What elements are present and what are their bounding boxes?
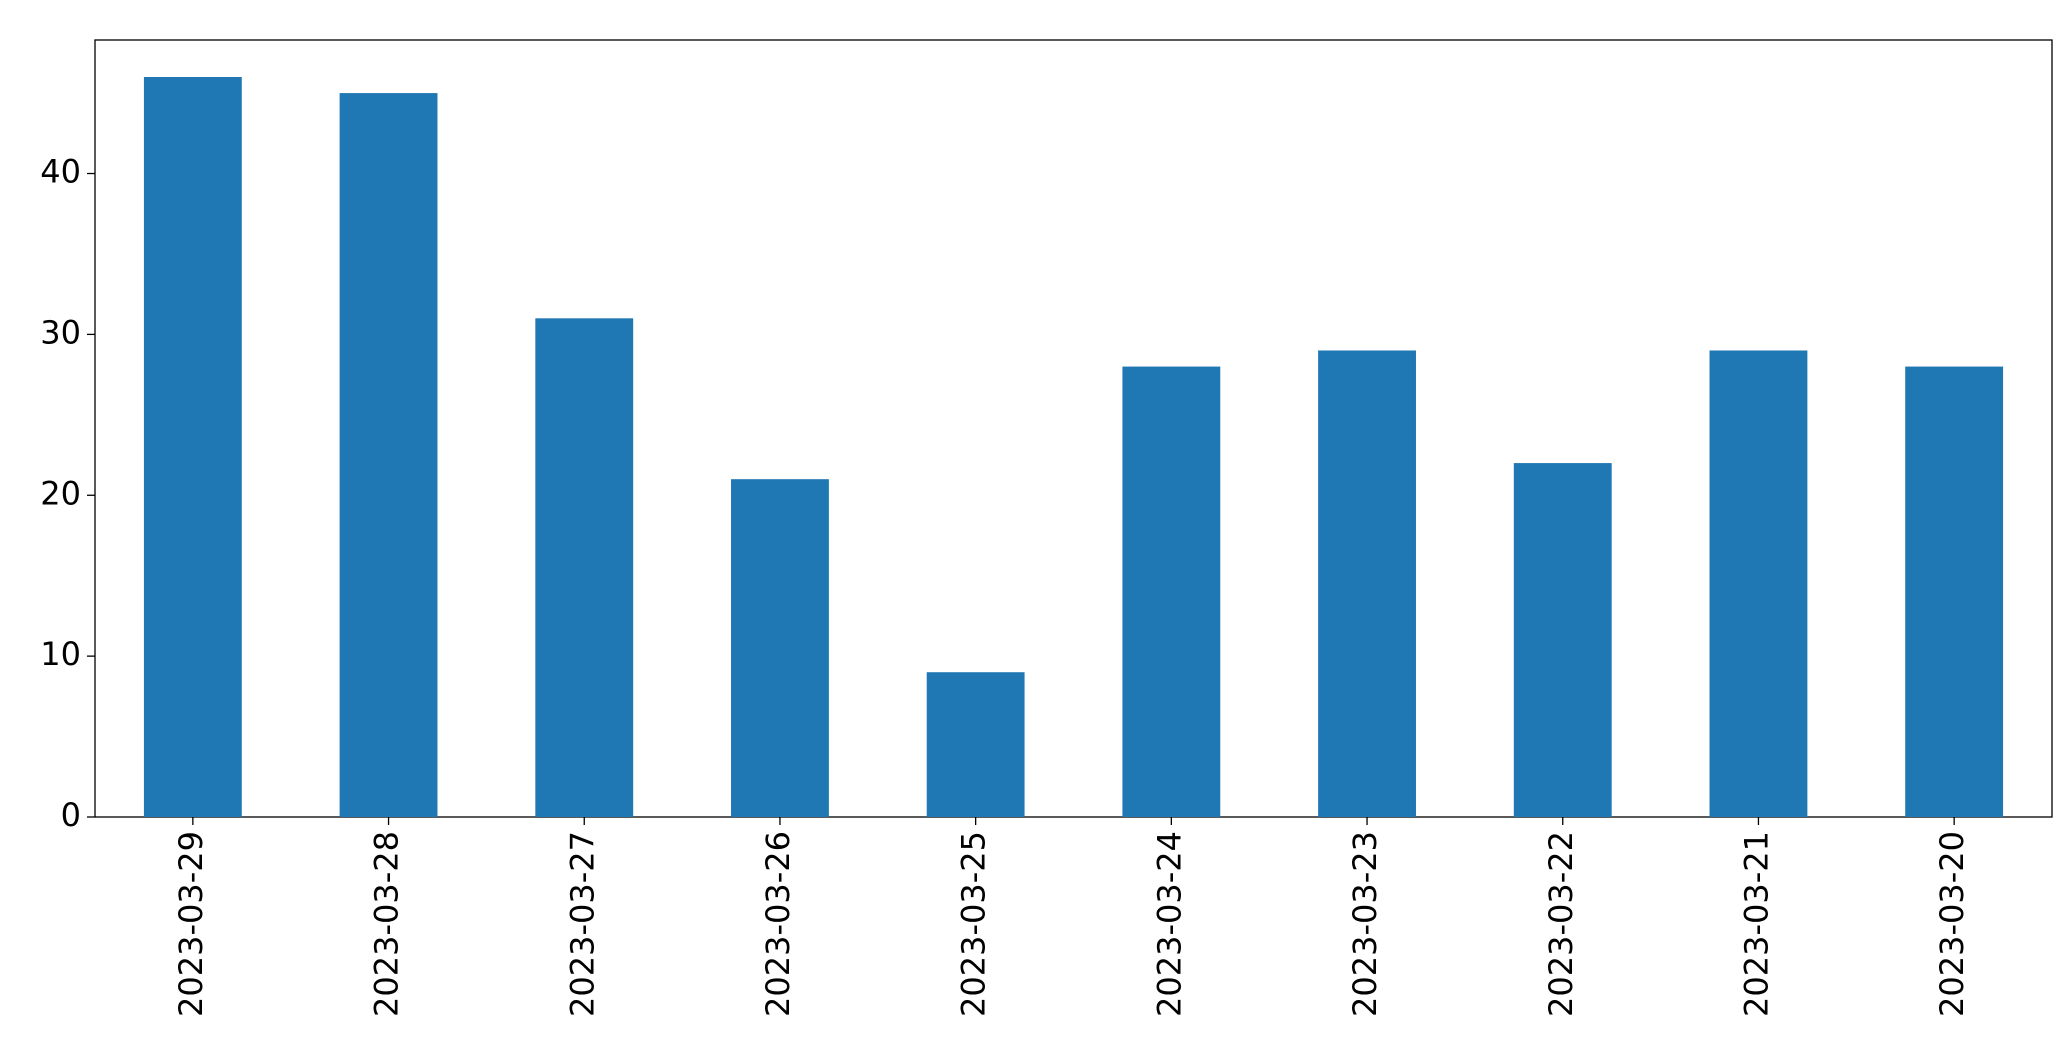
bar: [1709, 350, 1808, 817]
bar: [926, 672, 1025, 817]
x-tick-label: 2023-03-21: [1737, 831, 1775, 1017]
x-tick-label: 2023-03-26: [759, 831, 797, 1017]
y-tick-label: 20: [40, 474, 81, 512]
bar: [339, 93, 438, 817]
y-tick-label: 30: [40, 313, 81, 351]
y-tick-label: 10: [40, 635, 81, 673]
x-tick-label: 2023-03-20: [1933, 831, 1971, 1017]
x-tick-label: 2023-03-22: [1542, 831, 1580, 1017]
bar: [1122, 366, 1221, 817]
x-tick-label: 2023-03-24: [1150, 831, 1188, 1017]
bar: [143, 77, 242, 817]
bar: [535, 318, 634, 817]
x-tick-label: 2023-03-29: [172, 831, 210, 1017]
x-tick-label: 2023-03-23: [1346, 831, 1384, 1017]
bar: [1513, 463, 1612, 817]
x-tick-label: 2023-03-27: [563, 831, 601, 1017]
plot-frame: [94, 39, 2053, 818]
bar: [731, 479, 829, 817]
y-tick-label: 40: [40, 153, 81, 191]
x-tick-label: 2023-03-25: [955, 831, 993, 1017]
bar: [1905, 366, 2004, 817]
bar: [1318, 350, 1416, 817]
y-tick-label: 0: [61, 796, 81, 834]
x-tick-label: 2023-03-28: [368, 831, 406, 1017]
